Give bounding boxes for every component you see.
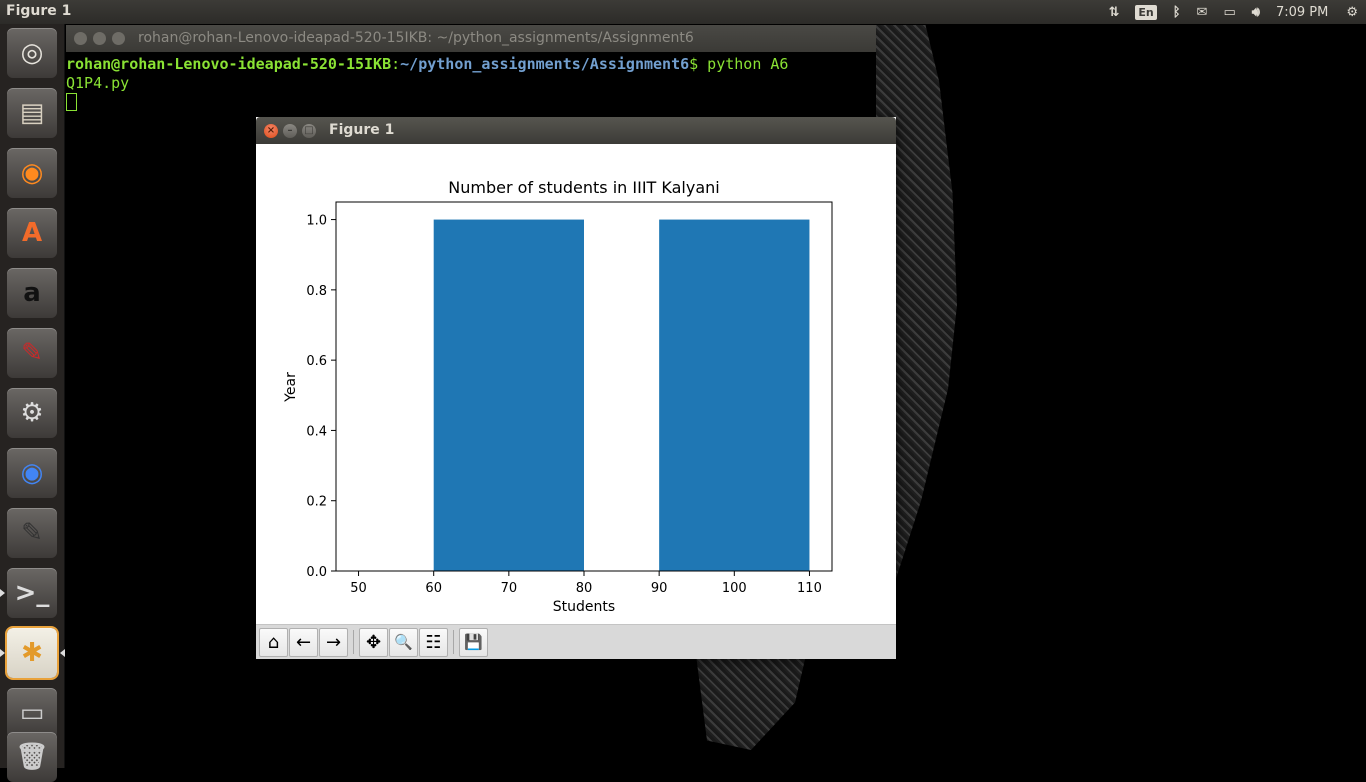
prompt-user: rohan@rohan-Lenovo-ideapad-520-15IKB (66, 55, 392, 73)
figure-minimize-button[interactable]: – (283, 124, 297, 138)
running-indicator (0, 649, 5, 657)
x-tick-label: 100 (722, 581, 747, 596)
chrome-glyph: ◉ (20, 458, 44, 488)
y-tick-label: 0.8 (306, 284, 327, 299)
prompt-dollar: $ (689, 55, 699, 73)
prompt-separator: : (391, 55, 401, 73)
command-text-continued: Q1P4.py (66, 74, 130, 92)
plot-canvas[interactable]: Number of students in IIIT Kalyani 50 60 7… (256, 144, 896, 624)
battery-icon[interactable]: ▭ (1223, 4, 1236, 20)
indicator-area: ⇅ En ᛒ ✉ ▭ 🔊︎ 7:09 PM ⚙ (1100, 0, 1366, 24)
terminal-title: rohan@rohan-Lenovo-ideapad-520-15IKB: ~/… (138, 30, 694, 46)
figure-close-button[interactable]: × (264, 124, 278, 138)
terminal-glyph: >_ (14, 578, 50, 608)
amazon-glyph: a (23, 278, 41, 308)
terminal-close-button[interactable] (74, 32, 87, 45)
system-settings-glyph: ⚙ (20, 398, 44, 428)
bluetooth-icon[interactable]: ᛒ (1172, 4, 1181, 20)
terminal-minimize-button[interactable] (93, 32, 106, 45)
files-glyph: ▤ (19, 98, 45, 128)
drive-glyph: ▭ (19, 698, 45, 728)
network-transfer-icon[interactable]: ⇅ (1108, 4, 1120, 20)
chrome-icon[interactable]: ◉ (7, 448, 57, 498)
firefox-icon[interactable]: ◉ (7, 148, 57, 198)
x-axis-label: Students (553, 599, 615, 615)
firefox-glyph: ◉ (20, 158, 44, 188)
x-tick-label: 80 (576, 581, 593, 596)
bar-2 (659, 219, 810, 572)
document-viewer-glyph: ✎ (21, 338, 43, 368)
home-button[interactable]: ⌂ (259, 628, 288, 657)
y-tick-label: 0.6 (306, 354, 327, 369)
figure-maximize-button[interactable]: □ (302, 124, 316, 138)
terminal-maximize-button[interactable] (112, 32, 125, 45)
back-button[interactable]: ← (289, 628, 318, 657)
running-indicator (60, 649, 65, 657)
pan-button[interactable]: ✥ (359, 628, 388, 657)
save-button[interactable]: 💾 (459, 628, 488, 657)
zoom-button[interactable]: 🔍 (389, 628, 418, 657)
y-tick-label: 1.0 (306, 214, 327, 229)
system-settings-icon[interactable]: ⚙ (7, 388, 57, 438)
running-indicator (0, 589, 5, 597)
terminal-cursor (66, 93, 77, 111)
toolbar-separator (353, 630, 354, 654)
ubuntu-dash-icon[interactable]: ◎ (7, 28, 57, 78)
ubuntu-dash-glyph: ◎ (20, 38, 44, 68)
forward-button[interactable]: → (319, 628, 348, 657)
active-window-title: Figure 1 (6, 3, 72, 19)
drive-icon[interactable]: ▭ (7, 688, 57, 738)
x-tick-label: 110 (797, 581, 822, 596)
figure-toolbar: ⌂ ← → ✥ 🔍 ☷ 💾 (256, 624, 896, 659)
figure-titlebar[interactable]: × – □ Figure 1 (256, 117, 896, 144)
terminal-titlebar[interactable]: rohan@rohan-Lenovo-ideapad-520-15IKB: ~/… (66, 25, 876, 52)
x-tick-label: 70 (501, 581, 518, 596)
files-icon[interactable]: ▤ (7, 88, 57, 138)
y-tick-label: 0.0 (306, 565, 327, 580)
y-tick-label: 0.4 (306, 424, 327, 439)
chart-title: Number of students in IIIT Kalyani (448, 178, 719, 197)
text-editor-icon[interactable]: ✎ (7, 508, 57, 558)
trash-glyph: 🗑︎ (15, 742, 49, 772)
terminal-output[interactable]: rohan@rohan-Lenovo-ideapad-520-15IKB:~/p… (66, 52, 876, 113)
keyboard-layout-indicator[interactable]: En (1135, 4, 1157, 20)
command-text: python A6 (698, 55, 789, 73)
clock[interactable]: 7:09 PM (1275, 4, 1329, 20)
bar-1 (433, 219, 584, 572)
trash-icon[interactable]: 🗑︎ (7, 732, 57, 782)
y-tick-label: 0.2 (306, 495, 327, 510)
python-figure-icon[interactable]: ✱ (5, 626, 59, 680)
document-viewer-icon[interactable]: ✎ (7, 328, 57, 378)
toolbar-separator (453, 630, 454, 654)
software-center-glyph: A (21, 218, 43, 248)
text-editor-glyph: ✎ (21, 518, 43, 548)
x-tick-label: 90 (651, 581, 668, 596)
figure-window: × – □ Figure 1 Number of students in III… (256, 117, 896, 659)
terminal-icon[interactable]: >_ (7, 568, 57, 618)
python-figure-glyph: ✱ (21, 638, 43, 668)
volume-icon[interactable]: 🔊︎ (1251, 4, 1260, 20)
x-tick-label: 60 (425, 581, 442, 596)
power-gear-icon[interactable]: ⚙ (1346, 4, 1358, 20)
mail-icon[interactable]: ✉ (1196, 4, 1208, 20)
software-center-icon[interactable]: A (7, 208, 57, 258)
amazon-icon[interactable]: a (7, 268, 57, 318)
x-tick-label: 50 (350, 581, 367, 596)
y-axis-label: Year (283, 372, 299, 403)
prompt-path: ~/python_assignments/Assignment6 (400, 55, 690, 73)
figure-window-title: Figure 1 (329, 122, 395, 138)
configure-subplots-button[interactable]: ☷ (419, 628, 448, 657)
top-panel: Figure 1 ⇅ En ᛒ ✉ ▭ 🔊︎ 7:09 PM ⚙ (0, 0, 1366, 24)
